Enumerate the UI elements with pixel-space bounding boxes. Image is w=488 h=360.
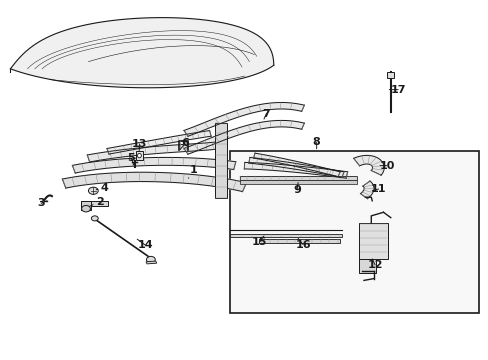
Circle shape: [146, 256, 155, 263]
Text: 5: 5: [127, 153, 135, 165]
Polygon shape: [81, 201, 91, 211]
Polygon shape: [215, 123, 227, 198]
Circle shape: [81, 206, 90, 212]
Text: 4: 4: [96, 183, 108, 193]
Polygon shape: [81, 201, 108, 206]
Polygon shape: [353, 156, 384, 175]
Text: 12: 12: [366, 259, 382, 270]
Polygon shape: [183, 103, 304, 136]
Text: 10: 10: [378, 161, 394, 171]
Text: 13: 13: [132, 139, 147, 150]
Text: 1: 1: [188, 165, 197, 178]
Polygon shape: [386, 72, 393, 78]
Ellipse shape: [137, 153, 141, 158]
Polygon shape: [244, 162, 347, 178]
Text: 11: 11: [370, 184, 386, 194]
Polygon shape: [10, 18, 273, 88]
Polygon shape: [62, 172, 246, 192]
Text: 15: 15: [251, 236, 266, 247]
Polygon shape: [358, 223, 387, 259]
Text: 14: 14: [137, 239, 153, 250]
Polygon shape: [239, 176, 356, 180]
Polygon shape: [248, 157, 343, 177]
Polygon shape: [360, 181, 373, 199]
Circle shape: [91, 216, 98, 221]
Text: 7: 7: [262, 109, 270, 119]
Polygon shape: [239, 180, 356, 184]
Polygon shape: [183, 121, 304, 154]
Polygon shape: [146, 261, 157, 264]
Polygon shape: [253, 153, 340, 177]
FancyBboxPatch shape: [229, 151, 478, 313]
Polygon shape: [358, 259, 375, 273]
Polygon shape: [72, 157, 235, 173]
Polygon shape: [259, 239, 339, 243]
Text: 16: 16: [295, 238, 310, 249]
Text: 2: 2: [90, 197, 103, 207]
Text: 3: 3: [37, 198, 47, 208]
Text: 17: 17: [388, 85, 405, 95]
Text: 9: 9: [293, 183, 301, 195]
Polygon shape: [107, 131, 211, 154]
Text: 6: 6: [180, 139, 188, 149]
Polygon shape: [87, 141, 226, 162]
Circle shape: [88, 187, 98, 194]
Polygon shape: [136, 151, 143, 160]
Polygon shape: [229, 234, 341, 237]
Text: 8: 8: [312, 138, 320, 149]
